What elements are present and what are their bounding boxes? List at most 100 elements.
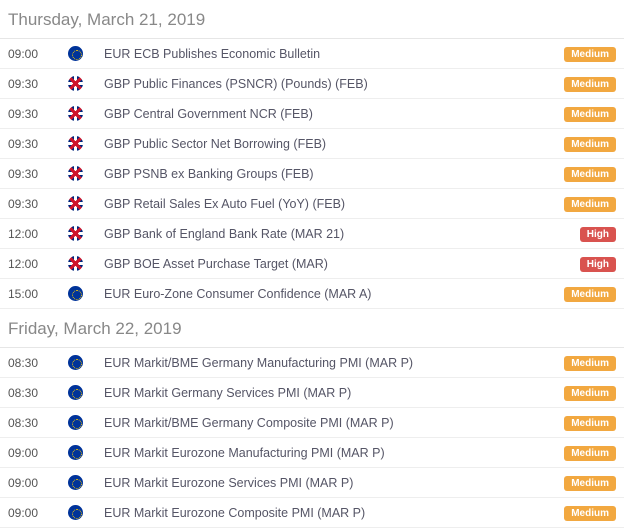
impact-badge-medium: Medium [564, 287, 616, 302]
impact-badge-high: High [580, 227, 616, 242]
impact-badge-medium: Medium [564, 47, 616, 62]
flag-cell [68, 46, 104, 61]
flag-cell [68, 136, 104, 151]
event-time: 09:30 [8, 107, 68, 121]
event-title: GBP PSNB ex Banking Groups (FEB) [104, 167, 558, 181]
flag-cell [68, 106, 104, 121]
event-title: EUR Markit Eurozone Manufacturing PMI (M… [104, 446, 558, 460]
uk-flag-icon [68, 256, 83, 271]
impact-cell: Medium [558, 414, 616, 431]
flag-cell [68, 166, 104, 181]
flag-cell [68, 505, 104, 520]
eu-flag-icon [68, 46, 83, 61]
event-time: 09:30 [8, 137, 68, 151]
calendar-event-row[interactable]: 09:00 EUR Markit Eurozone Manufacturing P… [0, 438, 624, 468]
day-header: Thursday, March 21, 2019 [0, 0, 624, 39]
eu-flag-icon [68, 385, 83, 400]
event-time: 12:00 [8, 227, 68, 241]
eu-flag-icon [68, 475, 83, 490]
calendar-event-row[interactable]: 09:30 GBP Public Sector Net Borrowing (FE… [0, 129, 624, 159]
event-time: 09:00 [8, 446, 68, 460]
impact-cell: Medium [558, 285, 616, 302]
impact-badge-medium: Medium [564, 137, 616, 152]
impact-cell: Medium [558, 135, 616, 152]
eu-flag-icon [68, 286, 83, 301]
calendar-event-row[interactable]: 09:00 EUR Markit Eurozone Composite PMI (… [0, 498, 624, 528]
event-time: 09:00 [8, 47, 68, 61]
uk-flag-icon [68, 106, 83, 121]
event-time: 09:00 [8, 506, 68, 520]
impact-cell: Medium [558, 165, 616, 182]
uk-flag-icon [68, 226, 83, 241]
event-title: GBP Public Sector Net Borrowing (FEB) [104, 137, 558, 151]
flag-cell [68, 385, 104, 400]
event-title: EUR Markit Eurozone Composite PMI (MAR P… [104, 506, 558, 520]
calendar-event-row[interactable]: 09:30 GBP Central Government NCR (FEB) Med… [0, 99, 624, 129]
flag-cell [68, 475, 104, 490]
flag-cell [68, 256, 104, 271]
impact-badge-medium: Medium [564, 356, 616, 371]
event-time: 08:30 [8, 386, 68, 400]
uk-flag-icon [68, 76, 83, 91]
calendar-event-row[interactable]: 09:00 EUR Markit Eurozone Services PMI (M… [0, 468, 624, 498]
event-title: EUR ECB Publishes Economic Bulletin [104, 47, 558, 61]
impact-cell: Medium [558, 354, 616, 371]
day-header: Friday, March 22, 2019 [0, 309, 624, 348]
event-title: EUR Markit/BME Germany Manufacturing PMI… [104, 356, 558, 370]
event-time: 15:00 [8, 287, 68, 301]
calendar-event-row[interactable]: 12:00 GBP BOE Asset Purchase Target (MAR)… [0, 249, 624, 279]
impact-badge-medium: Medium [564, 197, 616, 212]
calendar-event-row[interactable]: 09:00 EUR ECB Publishes Economic Bulletin… [0, 39, 624, 69]
event-title: GBP BOE Asset Purchase Target (MAR) [104, 257, 558, 271]
calendar-event-row[interactable]: 08:30 EUR Markit Germany Services PMI (MA… [0, 378, 624, 408]
impact-cell: Medium [558, 384, 616, 401]
calendar-event-row[interactable]: 08:30 EUR Markit/BME Germany Manufacturin… [0, 348, 624, 378]
impact-badge-medium: Medium [564, 446, 616, 461]
event-title: EUR Markit Eurozone Services PMI (MAR P) [104, 476, 558, 490]
event-time: 09:00 [8, 476, 68, 490]
impact-badge-medium: Medium [564, 386, 616, 401]
event-time: 08:30 [8, 416, 68, 430]
event-title: GBP Central Government NCR (FEB) [104, 107, 558, 121]
flag-cell [68, 415, 104, 430]
impact-cell: Medium [558, 504, 616, 521]
impact-cell: Medium [558, 474, 616, 491]
impact-cell: Medium [558, 105, 616, 122]
impact-badge-medium: Medium [564, 107, 616, 122]
calendar-event-row[interactable]: 09:30 GBP Public Finances (PSNCR) (Pounds… [0, 69, 624, 99]
impact-badge-medium: Medium [564, 77, 616, 92]
calendar-event-row[interactable]: 09:30GBP Retail Sales Ex Auto Fuel (YoY)… [0, 189, 624, 219]
event-time: 12:00 [8, 257, 68, 271]
calendar-event-row[interactable]: 15:00 EUR Euro-Zone Consumer Confidence (… [0, 279, 624, 309]
event-title: GBP Bank of England Bank Rate (MAR 21) [104, 227, 558, 241]
economic-calendar: Thursday, March 21, 2019 09:00 EUR ECB Pub… [0, 0, 624, 528]
impact-badge-medium: Medium [564, 416, 616, 431]
eu-flag-icon [68, 415, 83, 430]
event-title: EUR Markit/BME Germany Composite PMI (MA… [104, 416, 558, 430]
impact-cell: Medium [558, 45, 616, 62]
event-title: EUR Markit Germany Services PMI (MAR P) [104, 386, 558, 400]
flag-cell [68, 226, 104, 241]
uk-flag-icon [68, 196, 83, 211]
flag-cell [68, 76, 104, 91]
impact-badge-medium: Medium [564, 167, 616, 182]
flag-cell [68, 355, 104, 370]
event-time: 08:30 [8, 356, 68, 370]
calendar-event-row[interactable]: 09:30GBP PSNB ex Banking Groups (FEB)Med… [0, 159, 624, 189]
impact-cell: High [558, 255, 616, 272]
event-time: 09:30 [8, 197, 68, 211]
impact-badge-medium: Medium [564, 476, 616, 491]
impact-badge-medium: Medium [564, 506, 616, 521]
impact-cell: Medium [558, 75, 616, 92]
calendar-event-row[interactable]: 08:30 EUR Markit/BME Germany Composite PM… [0, 408, 624, 438]
impact-badge-high: High [580, 257, 616, 272]
eu-flag-icon [68, 355, 83, 370]
uk-flag-icon [68, 136, 83, 151]
event-title: GBP Public Finances (PSNCR) (Pounds) (FE… [104, 77, 558, 91]
flag-cell [68, 196, 104, 211]
event-time: 09:30 [8, 77, 68, 91]
event-title: EUR Euro-Zone Consumer Confidence (MAR A… [104, 287, 558, 301]
flag-cell [68, 286, 104, 301]
flag-cell [68, 445, 104, 460]
calendar-event-row[interactable]: 12:00 GBP Bank of England Bank Rate (MAR … [0, 219, 624, 249]
